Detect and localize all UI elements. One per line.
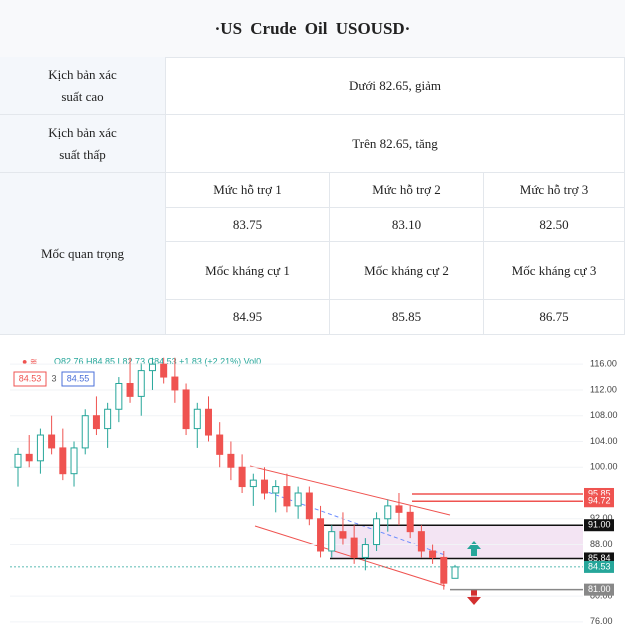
candle-body [283,486,291,507]
chart: ● ≋ O82.76 H84.85 L82.73 C84.53 +1.83 (+… [10,348,618,627]
y-tick-label: 76.00 [590,616,613,626]
candle-body [373,518,381,546]
level-cell: Mức hỗ trợ 1 [166,173,330,208]
y-tick-label: 108.00 [590,410,618,420]
y-tick-label: 88.00 [590,539,613,549]
y-tick-label: 112.00 [590,384,617,394]
channel-line [254,525,446,587]
quote-box-label: 84.53 [19,373,42,383]
candle-body [350,537,358,558]
quote-box [61,371,95,387]
candle-body [81,415,89,449]
candle-body [429,550,437,558]
row-label: Kịch bản xác suất thấp [0,115,166,173]
candle-body [59,447,67,475]
candle-body [171,376,179,391]
y-tick-label: 100.00 [590,462,618,472]
arrow-up [467,541,481,556]
candle-body [182,389,190,430]
icon: ● ≋ [22,356,37,366]
candle-body [160,363,168,378]
y-tick-label: 116.00 [590,359,617,369]
candle-body [440,556,448,584]
price-tag-label: 81.00 [588,584,611,594]
level-cell: Mức hỗ trợ 3 [484,173,625,208]
price-tag [584,560,614,573]
candle-body [272,486,280,494]
level-cell: 84.95 [166,300,330,335]
candle-body [395,505,403,513]
candle-body [406,511,414,533]
candle-body [384,505,392,520]
candle-body [294,492,302,507]
quote-box-label: 3 [51,373,56,383]
candle-body [227,453,235,468]
price-tag [584,583,614,596]
candle-body [126,382,134,397]
level-cell: 83.10 [330,208,484,242]
row-label: Kịch bản xác suất cao [0,57,166,115]
candle-body [361,544,369,558]
level-cell: 83.75 [166,208,330,242]
level-cell: Mốc kháng cự 2 [330,242,484,300]
price-tag [584,519,614,532]
candle-body [148,363,156,372]
candle-body [92,415,100,430]
price-tag-label: 91.00 [588,520,611,530]
price-tag-label: 94.72 [588,496,611,506]
level-cell: Mức hỗ trợ 2 [330,173,484,208]
candle-body [305,492,313,520]
candle-body [204,408,212,436]
row-label: Mốc quan trọng [0,173,166,335]
candle-body [339,531,347,539]
row-value: Trên 82.65, tăng [166,115,625,173]
range-zone [330,525,583,559]
candle-body [14,453,22,468]
price-tag-label: 84.53 [588,561,611,571]
candle-body [36,434,44,462]
candle-body [216,434,224,455]
chart-bg [10,348,615,627]
candle-body [451,566,459,579]
candle-body [238,466,246,488]
candle-body [317,518,325,552]
level-cell: 85.85 [330,300,484,335]
arrow-down [467,590,481,605]
y-tick-label: 104.00 [590,436,618,446]
candle-body [104,408,112,430]
quote-box-label: 84.55 [67,373,90,383]
page-title: ·US Crude Oil USOUSD· [0,0,625,58]
y-tick-label: 92.00 [590,513,613,523]
channel-line [249,465,451,516]
quote-box [13,371,47,387]
price-tag-label: 85.84 [588,553,611,563]
candle-body [261,479,269,494]
candle-body [137,370,145,397]
candle-body [417,531,425,552]
candle-body [48,434,56,449]
level-cell: 86.75 [484,300,625,335]
price-tag-label: 95.85 [588,488,611,498]
candle-body [115,382,123,410]
candle-body [25,453,33,462]
candle-body [193,408,201,430]
level-cell: Mốc kháng cự 3 [484,242,625,300]
candle-body [249,479,257,488]
candle-body [70,447,78,475]
candle-body [328,531,336,552]
price-tag [584,495,614,508]
level-cell: 82.50 [484,208,625,242]
ohlc-header: O82.76 H84.85 L82.73 C84.53 +1.83 (+2.21… [54,356,261,366]
level-cell: Mốc kháng cự 1 [166,242,330,300]
row-value: Dưới 82.65, giảm [166,57,625,115]
